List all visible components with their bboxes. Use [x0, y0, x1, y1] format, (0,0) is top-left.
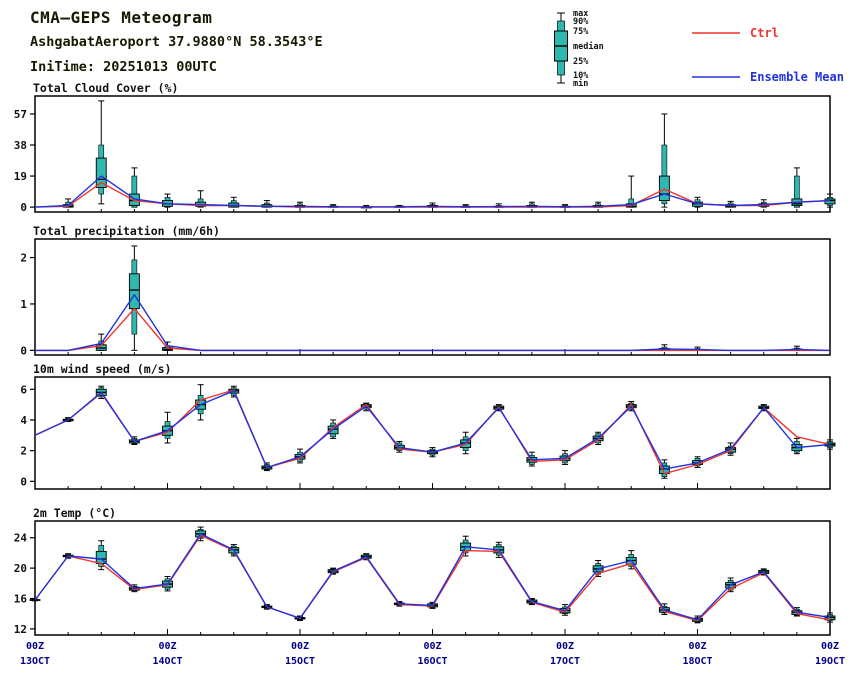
boxplot-legend-label: median [573, 41, 604, 52]
initime-line: IniTime: 20251013 00UTC [30, 59, 217, 75]
y-tick-label: 19 [14, 170, 27, 183]
boxplot-legend-label: max [573, 9, 588, 19]
boxplot-legend-label: 25% [573, 57, 589, 67]
y-tick-label: 16 [14, 593, 28, 606]
plot-border [34, 238, 831, 356]
y-tick-label: 6 [20, 383, 27, 396]
panel-title-temp: 2m Temp (°C) [33, 506, 117, 520]
y-tick-label: 24 [14, 532, 28, 545]
plot-border [34, 520, 831, 636]
ensemble-mean-line [35, 294, 831, 352]
legend-ctrl-label: Ctrl [750, 26, 779, 40]
x-axis-label: 00Z 17OCT [549, 641, 581, 667]
y-tick-label: 57 [14, 108, 27, 121]
panel-3: 12 16 20 24 [14, 520, 836, 636]
boxplot-legend-label: 90% [573, 17, 589, 27]
ensemble-mean-line [34, 533, 831, 621]
y-tick-label: 12 [14, 623, 27, 636]
boxplots [95, 245, 803, 352]
x-axis-label: 00Z 13OCT [19, 641, 51, 667]
boxplot-legend-label: 10% [573, 71, 589, 81]
ctrl-line [34, 389, 831, 475]
legend-ensemble-mean: Ensemble Mean [692, 70, 844, 84]
boxplots [29, 526, 836, 624]
y-tick-label: 2 [20, 252, 27, 265]
panel-1: 0 1 2 [20, 238, 831, 356]
x-axis-label: 00Z 18OCT [682, 641, 713, 667]
ctrl-line-icon [692, 32, 740, 34]
boxplots [62, 384, 836, 479]
boxplots [62, 100, 836, 209]
y-tick-label: 0 [20, 344, 27, 356]
x-axis-label: 00Z 19OCT [814, 641, 846, 667]
panel-title-precip: Total precipitation (mm/6h) [33, 224, 220, 238]
station-line: AshgabatAeroport 37.9880°N 58.3543°E [30, 34, 323, 50]
x-axis-label: 00Z 14OCT [152, 641, 183, 667]
boxplot-legend-label: min [573, 78, 588, 89]
y-tick-label: 20 [14, 562, 27, 575]
y-tick-label: 38 [14, 139, 27, 152]
legend-ctrl: Ctrl [692, 26, 779, 40]
mean-line-icon [692, 76, 740, 78]
plot-border [34, 376, 831, 490]
panel-title-wind: 10m wind speed (m/s) [33, 362, 172, 376]
y-tick-label: 0 [20, 475, 27, 488]
y-tick-label: 0 [20, 201, 27, 213]
panel-0: 0 19 38 57 [14, 95, 836, 213]
boxplot-legend-label: 75% [573, 27, 589, 37]
x-axis-label: 00Z 15OCT [284, 641, 316, 667]
ensemble-mean-line [34, 390, 831, 470]
plot-border [34, 95, 831, 213]
legend-mean-label: Ensemble Mean [750, 70, 844, 84]
ensemble-mean-line [34, 175, 831, 208]
panel-2: 0 2 4 6 [20, 376, 836, 490]
y-tick-label: 1 [20, 298, 27, 311]
x-axis-label: 00Z 16OCT [417, 641, 448, 667]
ctrl-line [35, 307, 830, 352]
y-tick-label: 2 [20, 445, 27, 458]
page-title: CMA—GEPS Meteogram [30, 8, 213, 27]
y-tick-label: 4 [20, 414, 27, 427]
panel-title-cloud: Total Cloud Cover (%) [33, 81, 179, 95]
